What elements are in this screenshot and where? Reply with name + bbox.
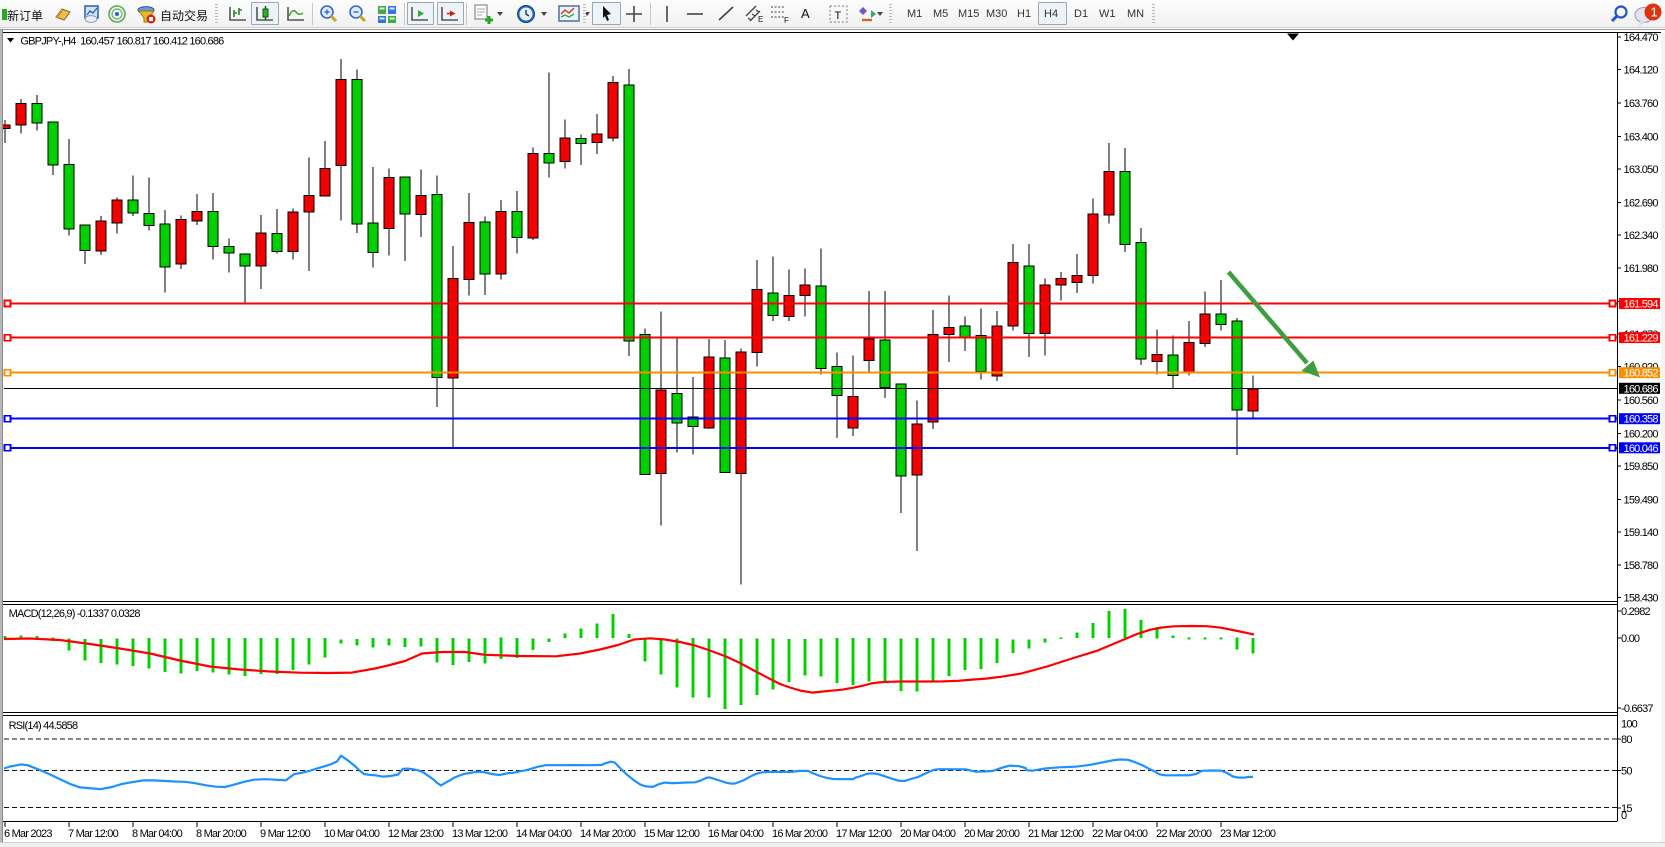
svg-text:163.050: 163.050 xyxy=(1624,164,1659,176)
svg-text:E: E xyxy=(758,15,763,24)
svg-text:20 Mar 04:00: 20 Mar 04:00 xyxy=(900,828,956,840)
svg-text:F: F xyxy=(784,16,789,24)
svg-text:160.046: 160.046 xyxy=(1624,443,1659,455)
svg-text:80: 80 xyxy=(1621,734,1632,746)
svg-text:21 Mar 12:00: 21 Mar 12:00 xyxy=(1028,828,1084,840)
svg-text:1: 1 xyxy=(1651,5,1658,20)
svg-text:8 Mar 04:00: 8 Mar 04:00 xyxy=(132,828,183,840)
svg-text:100: 100 xyxy=(1621,719,1638,731)
svg-text:158.430: 158.430 xyxy=(1624,593,1659,605)
svg-text:14 Mar 04:00: 14 Mar 04:00 xyxy=(516,828,572,840)
svg-text:158.780: 158.780 xyxy=(1624,560,1659,572)
svg-text:164.120: 164.120 xyxy=(1624,65,1659,77)
svg-text:MACD(12,26,9) -0.1337 0.0328: MACD(12,26,9) -0.1337 0.0328 xyxy=(9,608,141,620)
svg-text:17 Mar 12:00: 17 Mar 12:00 xyxy=(836,828,892,840)
svg-text:16 Mar 04:00: 16 Mar 04:00 xyxy=(708,828,764,840)
svg-text:16 Mar 20:00: 16 Mar 20:00 xyxy=(772,828,828,840)
svg-text:23 Mar 12:00: 23 Mar 12:00 xyxy=(1220,828,1276,840)
svg-text:0: 0 xyxy=(1621,810,1627,822)
svg-text:-0.6637: -0.6637 xyxy=(1621,703,1653,715)
svg-text:161.980: 161.980 xyxy=(1624,263,1659,275)
svg-text:7 Mar 12:00: 7 Mar 12:00 xyxy=(68,828,119,840)
svg-text:159.140: 159.140 xyxy=(1624,527,1659,539)
svg-text:159.850: 159.850 xyxy=(1624,461,1659,473)
svg-text:163.760: 163.760 xyxy=(1624,98,1659,110)
svg-text:10 Mar 04:00: 10 Mar 04:00 xyxy=(324,828,380,840)
svg-text:9 Mar 12:00: 9 Mar 12:00 xyxy=(260,828,311,840)
svg-text:15: 15 xyxy=(1621,803,1632,815)
svg-text:12 Mar 23:00: 12 Mar 23:00 xyxy=(388,828,444,840)
svg-text:13 Mar 12:00: 13 Mar 12:00 xyxy=(452,828,508,840)
svg-text:14 Mar 20:00: 14 Mar 20:00 xyxy=(580,828,636,840)
svg-text:T: T xyxy=(835,10,842,22)
svg-text:161.594: 161.594 xyxy=(1624,299,1659,311)
svg-text:8 Mar 20:00: 8 Mar 20:00 xyxy=(196,828,247,840)
svg-text:22 Mar 20:00: 22 Mar 20:00 xyxy=(1156,828,1212,840)
svg-text:159.490: 159.490 xyxy=(1624,494,1659,506)
svg-text:160.686: 160.686 xyxy=(1624,383,1659,395)
svg-text:160.560: 160.560 xyxy=(1624,395,1659,407)
svg-text:22 Mar 04:00: 22 Mar 04:00 xyxy=(1092,828,1148,840)
svg-text:15 Mar 12:00: 15 Mar 12:00 xyxy=(644,828,700,840)
svg-text:160.358: 160.358 xyxy=(1624,414,1659,426)
svg-text:160.852: 160.852 xyxy=(1624,368,1659,380)
svg-text:162.690: 162.690 xyxy=(1624,197,1659,209)
svg-text:161.229: 161.229 xyxy=(1624,333,1659,345)
svg-text:162.340: 162.340 xyxy=(1624,230,1659,242)
svg-text:50: 50 xyxy=(1621,765,1632,777)
svg-text:163.400: 163.400 xyxy=(1624,132,1659,144)
svg-text:164.470: 164.470 xyxy=(1624,32,1659,44)
svg-text:20 Mar 20:00: 20 Mar 20:00 xyxy=(964,828,1020,840)
svg-text:GBPJPY-,H4 160.457 160.817 16: GBPJPY-,H4 160.457 160.817 160.412 160.6… xyxy=(20,36,224,48)
svg-text:RSI(14) 44.5858: RSI(14) 44.5858 xyxy=(9,720,78,732)
svg-text:0.00: 0.00 xyxy=(1621,633,1640,645)
svg-text:0.2982: 0.2982 xyxy=(1621,606,1651,618)
svg-text:160.200: 160.200 xyxy=(1624,428,1659,440)
svg-text:6 Mar 2023: 6 Mar 2023 xyxy=(4,828,52,840)
